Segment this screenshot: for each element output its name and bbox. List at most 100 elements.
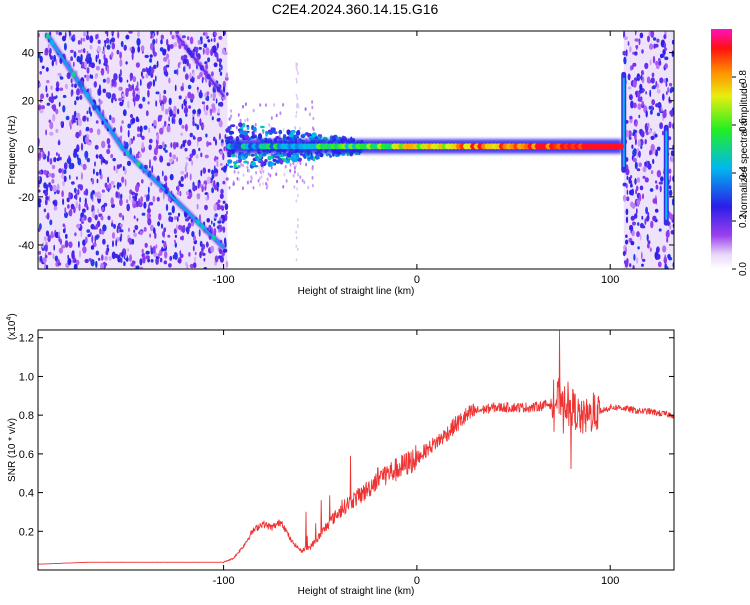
noise-speckle <box>279 111 282 115</box>
noise-speckle <box>95 250 100 256</box>
noise-speckle <box>52 184 57 193</box>
noise-speckle <box>222 86 226 94</box>
noise-speckle <box>107 176 110 183</box>
noise-speckle <box>123 140 126 145</box>
noise-speckle <box>659 122 663 130</box>
noise-speckle <box>129 254 132 262</box>
noise-speckle <box>128 31 133 34</box>
noise-speckle <box>650 105 654 111</box>
noise-speckle <box>110 180 115 185</box>
noise-speckle <box>119 101 124 107</box>
noise-speckle <box>638 38 641 46</box>
noise-speckle <box>94 161 96 167</box>
noise-speckle <box>184 73 189 80</box>
noise-speckle <box>311 183 314 188</box>
noise-speckle <box>119 198 123 206</box>
noise-speckle <box>62 180 65 187</box>
noise-speckle <box>147 68 151 76</box>
noise-speckle <box>158 144 163 150</box>
noise-speckle <box>82 163 87 171</box>
noise-speckle <box>111 203 115 208</box>
noise-speckle <box>176 191 181 196</box>
noise-speckle <box>53 244 55 251</box>
noise-speckle <box>133 203 137 208</box>
noise-speckle <box>630 175 633 179</box>
noise-speckle <box>39 55 43 63</box>
noise-speckle <box>189 153 194 159</box>
noise-speckle <box>176 216 179 222</box>
noise-speckle <box>219 151 224 155</box>
noise-speckle <box>208 224 212 229</box>
noise-speckle <box>181 235 184 241</box>
noise-speckle <box>159 257 163 263</box>
noise-speckle <box>136 133 141 138</box>
noise-speckle <box>118 86 122 91</box>
noise-speckle <box>82 208 86 213</box>
snr-line-layer <box>38 330 674 565</box>
noise-speckle <box>168 116 170 122</box>
tone-scatter <box>260 125 265 129</box>
tone-scatter <box>325 153 329 157</box>
noise-speckle <box>192 184 197 192</box>
noise-speckle <box>152 38 156 45</box>
noise-speckle <box>86 50 89 56</box>
noise-speckle <box>219 205 225 211</box>
noise-speckle <box>237 170 240 175</box>
noise-speckle <box>296 80 298 84</box>
noise-speckle <box>111 251 116 260</box>
noise-speckle <box>40 105 45 110</box>
noise-speckle <box>49 131 54 136</box>
noise-speckle <box>130 46 135 55</box>
noise-speckle <box>39 109 44 114</box>
snr-y-tick-label: 0.4 <box>19 488 34 500</box>
noise-speckle <box>97 88 102 96</box>
spectrogram-y-tick-label: -20 <box>18 192 34 204</box>
noise-speckle <box>125 61 128 65</box>
noise-speckle <box>191 160 194 166</box>
snr-y-tick-label: 0.2 <box>19 526 34 538</box>
noise-speckle <box>635 257 639 264</box>
noise-speckle <box>68 241 73 248</box>
noise-speckle <box>656 112 661 117</box>
noise-speckle <box>128 194 131 201</box>
noise-speckle <box>47 150 50 157</box>
noise-speckle <box>53 54 56 62</box>
noise-speckle <box>661 107 663 112</box>
noise-speckle <box>652 85 656 90</box>
spectral-line-blob <box>188 49 193 56</box>
noise-speckle <box>64 240 69 248</box>
noise-speckle <box>638 194 642 202</box>
noise-speckle <box>637 103 642 110</box>
noise-speckle <box>100 229 104 235</box>
noise-speckle <box>138 152 142 158</box>
noise-speckle <box>670 86 674 93</box>
noise-speckle <box>60 238 62 246</box>
noise-speckle <box>62 105 66 113</box>
noise-speckle <box>111 222 114 227</box>
noise-speckle <box>183 107 189 114</box>
noise-speckle <box>663 78 666 84</box>
noise-speckle <box>258 182 261 187</box>
noise-speckle <box>192 109 197 115</box>
snr-frame <box>37 329 675 571</box>
noise-speckle <box>270 165 273 170</box>
noise-speckle <box>86 110 89 115</box>
noise-speckle <box>95 260 98 268</box>
noise-speckle <box>87 233 91 238</box>
vertical-streak-core <box>622 77 625 167</box>
noise-speckle <box>51 172 55 179</box>
noise-speckle <box>185 191 189 196</box>
noise-speckle <box>173 117 176 125</box>
noise-speckle <box>126 79 129 83</box>
noise-speckle <box>98 192 102 200</box>
noise-speckle <box>622 250 626 256</box>
noise-speckle <box>185 95 188 102</box>
colorbar-tick-label: 0.6 <box>738 118 749 132</box>
noise-speckle <box>149 159 151 167</box>
noise-speckle <box>47 44 50 50</box>
tone-scatter <box>311 132 317 138</box>
noise-speckle <box>645 206 648 215</box>
noise-speckle <box>168 97 172 106</box>
noise-speckle <box>61 35 67 42</box>
